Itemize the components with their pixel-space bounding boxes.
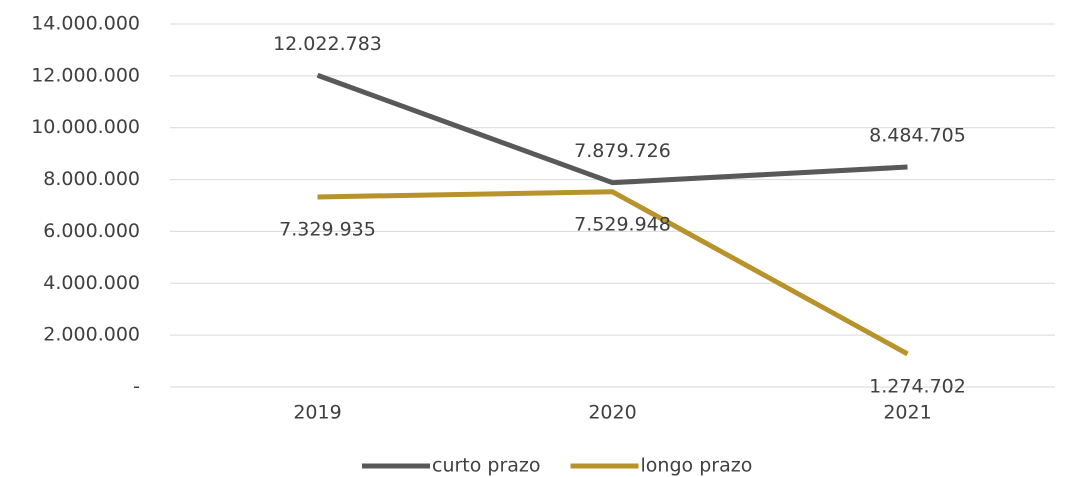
x-tick-label: 2020 [588,402,636,424]
y-tick-label: - [133,376,140,398]
y-tick-label: 8.000.000 [43,168,140,190]
data-label: 12.022.783 [273,33,382,55]
y-tick-label: 4.000.000 [43,272,140,294]
data-label: 1.274.702 [869,375,966,397]
legend-label: longo prazo [641,455,753,477]
series-line [317,189,909,357]
legend-label: curto prazo [432,455,541,477]
x-tick-label: 2019 [293,402,341,424]
y-tick-label: 2.000.000 [43,324,140,346]
y-tick-label: 14.000.000 [31,13,140,35]
x-tick-label: 2021 [883,402,931,424]
y-tick-label: 10.000.000 [31,116,140,138]
y-tick-label: 12.000.000 [31,64,140,86]
series-line [316,72,908,186]
data-label: 7.329.935 [279,218,376,240]
data-label: 7.529.948 [574,213,671,235]
data-label: 7.879.726 [574,140,671,162]
data-label: 8.484.705 [869,125,966,147]
y-tick-label: 6.000.000 [43,220,140,242]
